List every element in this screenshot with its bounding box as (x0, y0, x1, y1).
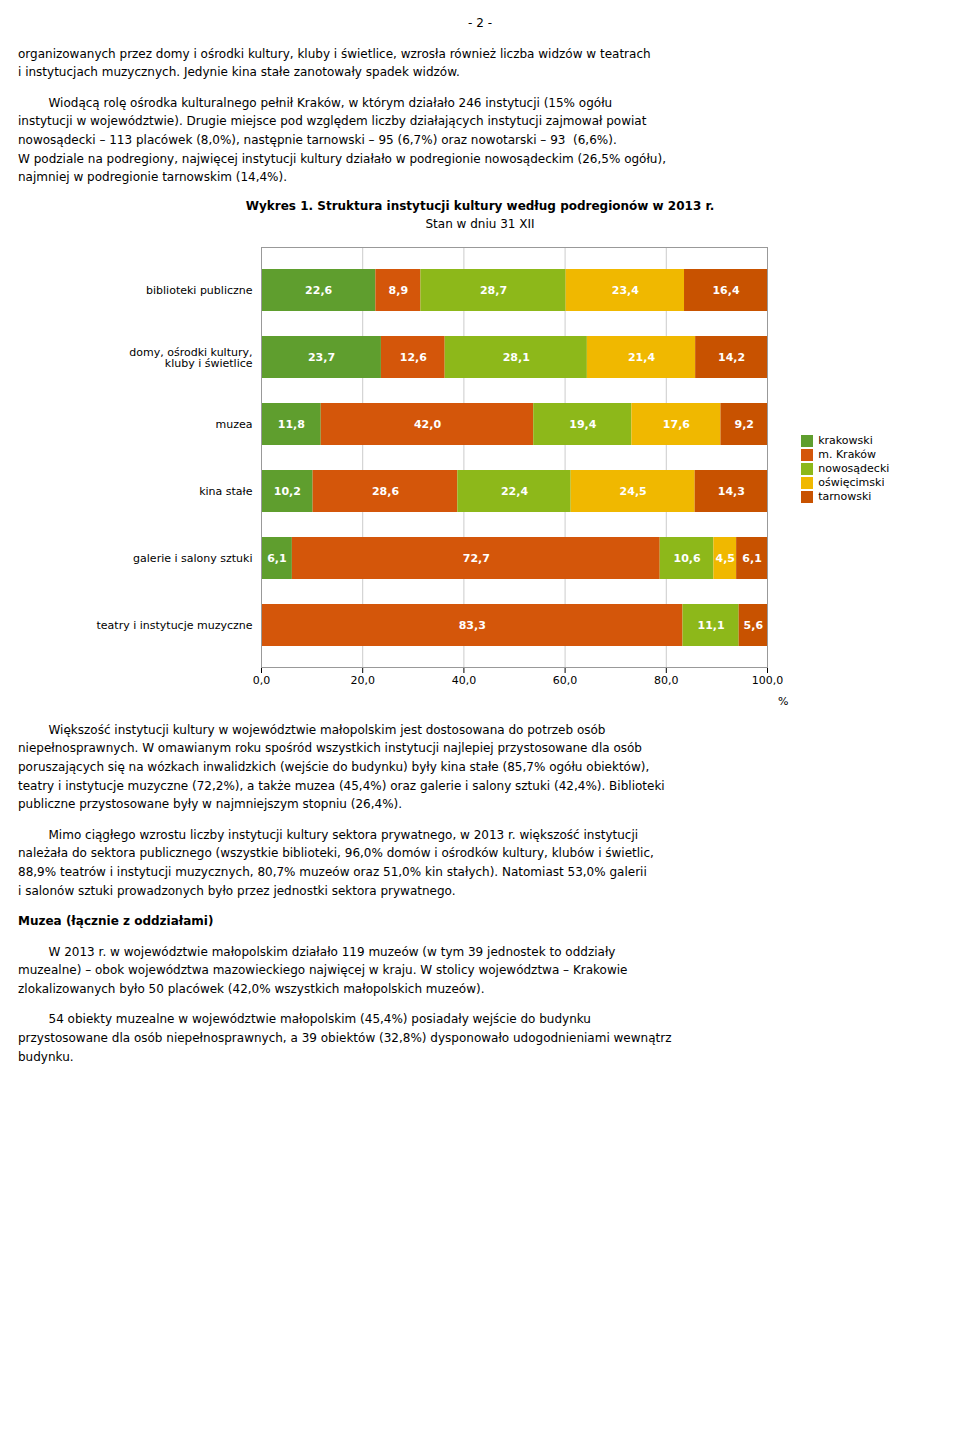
html-text:Wykres 1. Struktura instytucji: Wykres 1. Struktura instytucji kultury w… (245, 198, 715, 213)
svg-text:28,1: 28,1 (502, 351, 529, 364)
svg-text:4,5: 4,5 (715, 552, 735, 565)
html-text:krakowski: krakowski (818, 434, 873, 447)
html-text:nowosądecki: nowosądecki (818, 462, 890, 475)
svg-text:14,2: 14,2 (718, 351, 745, 364)
svg-text:domy, ośrodki kultury,kluby i: domy, ośrodki kultury,kluby i świetlice (129, 345, 252, 369)
html-text:Wiodącą rolę ośrodka kulturaln: Wiodącą rolę ośrodka kulturalnego pełnił… (18, 95, 666, 185)
html-text:W 2013 r. w województwie małop: W 2013 r. w województwie małopolskim dzi… (18, 944, 628, 996)
svg-text:23,7: 23,7 (308, 351, 335, 364)
svg-text:22,4: 22,4 (501, 485, 528, 498)
html-text:Muzea (łącznie z oddziałami): Muzea (łącznie z oddziałami) (18, 914, 214, 929)
svg-text:teatry i instytucje muzyczne: teatry i instytucje muzyczne (96, 619, 252, 632)
svg-text:9,2: 9,2 (734, 418, 754, 431)
svg-text:16,4: 16,4 (712, 284, 739, 297)
svg-text:60,0: 60,0 (553, 674, 578, 687)
svg-text:21,4: 21,4 (628, 351, 655, 364)
svg-text:28,7: 28,7 (480, 284, 507, 297)
svg-text:83,3: 83,3 (458, 619, 485, 632)
svg-text:72,7: 72,7 (462, 552, 489, 565)
svg-text:kina stałe: kina stałe (199, 485, 253, 498)
svg-text:11,8: 11,8 (277, 418, 304, 431)
svg-text:20,0: 20,0 (350, 674, 375, 687)
svg-text:10,2: 10,2 (273, 485, 300, 498)
svg-text:10,6: 10,6 (673, 552, 700, 565)
html-text:Stan w dniu 31 XII: Stan w dniu 31 XII (425, 216, 535, 231)
svg-text:8,9: 8,9 (388, 284, 408, 297)
html-text:oświęcimski: oświęcimski (818, 476, 885, 489)
svg-text:28,6: 28,6 (372, 485, 399, 498)
html-text:- 2 -: - 2 - (468, 16, 492, 30)
svg-text:80,0: 80,0 (654, 674, 679, 687)
svg-text:23,4: 23,4 (611, 284, 638, 297)
html-text:Większość instytucji kultury w: Większość instytucji kultury w województ… (18, 722, 665, 812)
svg-text:19,4: 19,4 (569, 418, 596, 431)
svg-text:24,5: 24,5 (619, 485, 646, 498)
svg-text:muzea: muzea (215, 418, 252, 431)
svg-text:biblioteki publiczne: biblioteki publiczne (146, 284, 253, 297)
svg-text:5,6: 5,6 (743, 619, 763, 632)
svg-text:17,6: 17,6 (663, 418, 690, 431)
svg-text:12,6: 12,6 (399, 351, 426, 364)
html-text:54 obiekty muzealne w wojewódz: 54 obiekty muzealne w województwie małop… (18, 1012, 672, 1064)
html-text:m. Kraków: m. Kraków (818, 448, 877, 461)
html-text:Mimo ciągłego wzrostu liczby i: Mimo ciągłego wzrostu liczby instytucji … (18, 827, 654, 898)
svg-text:100,0: 100,0 (751, 674, 783, 687)
svg-text:22,6: 22,6 (305, 284, 332, 297)
svg-text:0,0: 0,0 (252, 674, 270, 687)
svg-text:%: % (778, 694, 788, 707)
svg-text:galerie i salony sztuki: galerie i salony sztuki (133, 552, 252, 565)
svg-text:42,0: 42,0 (414, 418, 441, 431)
html-text:organizowanych przez domy i oś: organizowanych przez domy i ośrodki kult… (18, 46, 651, 80)
svg-text:11,1: 11,1 (697, 619, 724, 632)
svg-text:14,3: 14,3 (717, 485, 744, 498)
svg-text:6,1: 6,1 (267, 552, 287, 565)
html-text:tarnowski: tarnowski (818, 490, 872, 503)
svg-text:6,1: 6,1 (742, 552, 762, 565)
svg-text:40,0: 40,0 (451, 674, 476, 687)
